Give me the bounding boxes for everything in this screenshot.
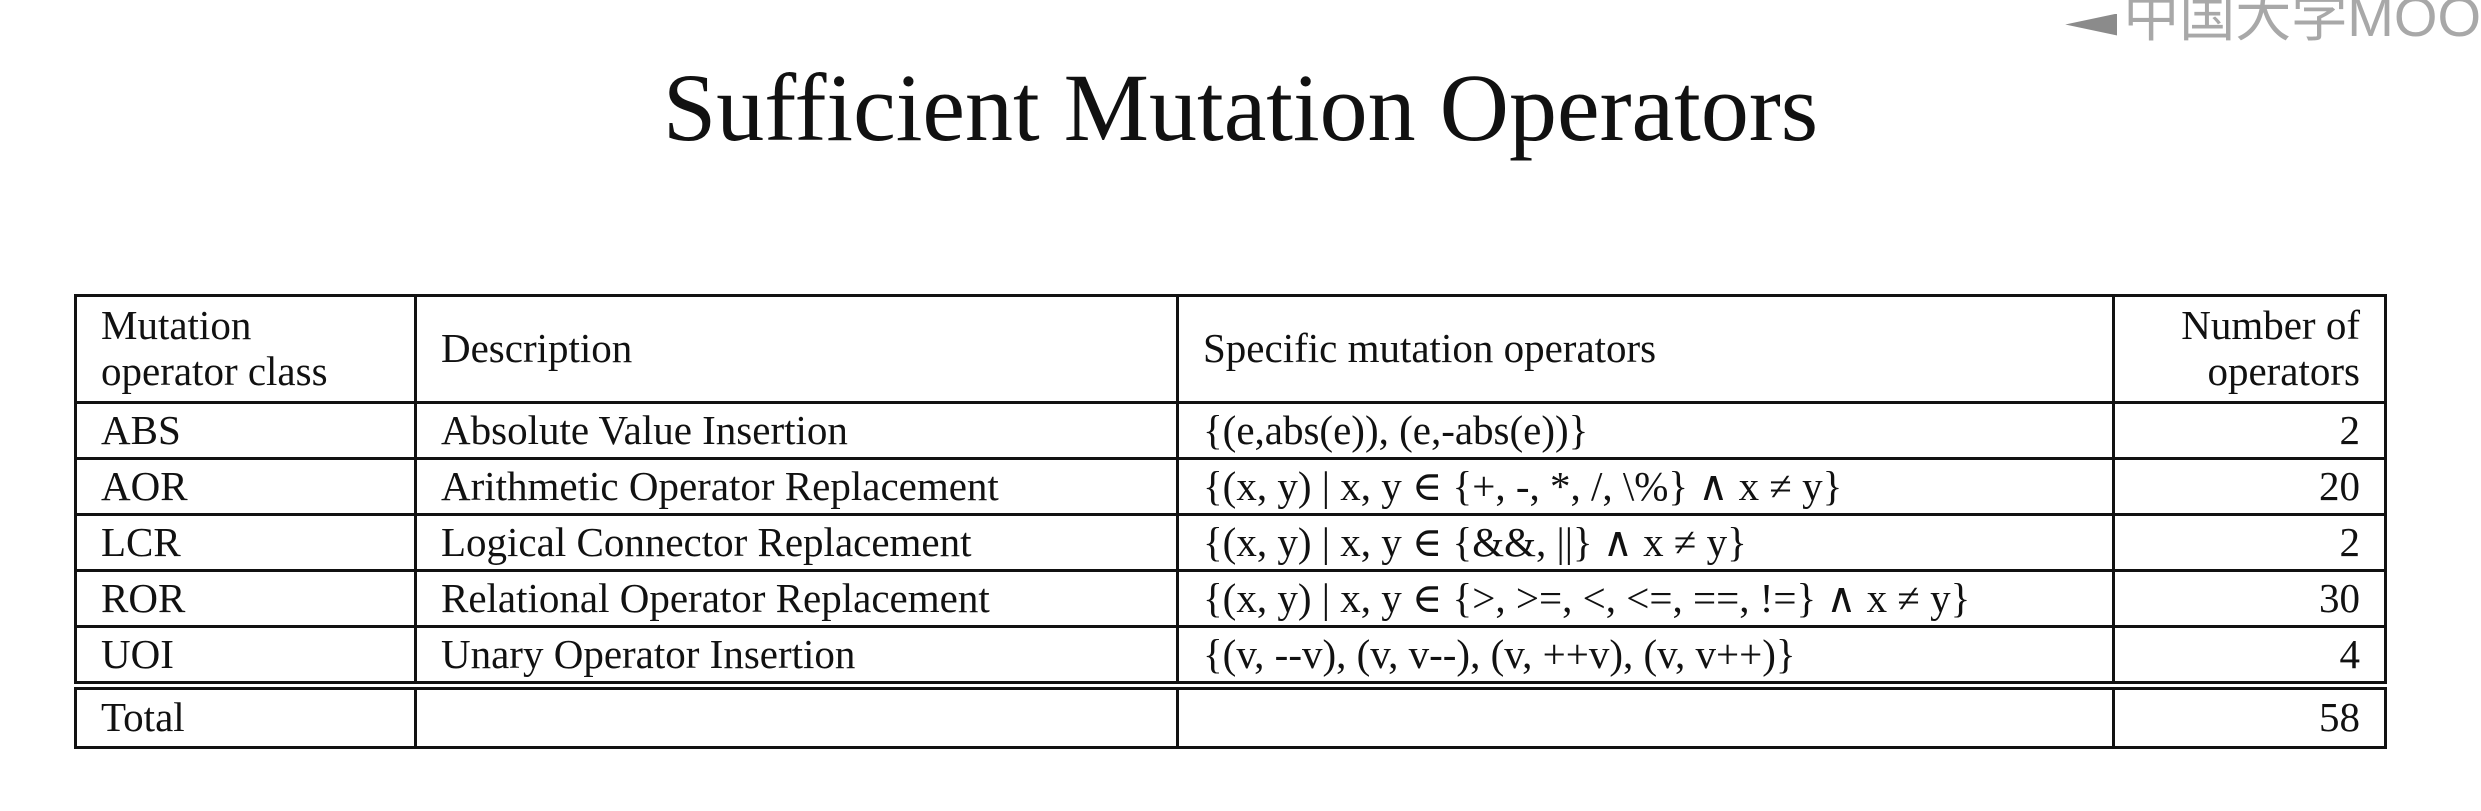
cell-count: 2 xyxy=(2112,401,2387,460)
cell-operators: {(x, y) | x, y ∈ {+, -, *, /, \%} ∧ x ≠ … xyxy=(1176,457,2115,516)
header-specific-operators: Specific mutation operators xyxy=(1176,294,2115,404)
header-operator-class-line1: Mutation xyxy=(101,302,252,349)
cell-class: UOI xyxy=(74,625,417,687)
total-description xyxy=(414,681,1179,749)
total-row: Total 58 xyxy=(74,681,2387,749)
cell-count: 20 xyxy=(2112,457,2387,516)
cell-class: LCR xyxy=(74,513,417,572)
cell-class: ROR xyxy=(74,569,417,628)
table-row: LCR Logical Connector Replacement {(x, y… xyxy=(74,513,2387,572)
cell-description: Arithmetic Operator Replacement xyxy=(414,457,1179,516)
table-header-row: Mutation operator class Description Spec… xyxy=(74,294,2387,404)
cell-count: 2 xyxy=(2112,513,2387,572)
table-row: AOR Arithmetic Operator Replacement {(x,… xyxy=(74,457,2387,516)
header-description: Description xyxy=(414,294,1179,404)
cell-description: Absolute Value Insertion xyxy=(414,401,1179,460)
total-label: Total xyxy=(74,681,417,749)
table-row: ROR Relational Operator Replacement {(x,… xyxy=(74,569,2387,628)
cell-count: 4 xyxy=(2112,625,2387,687)
cell-operators: {(x, y) | x, y ∈ {>, >=, <, <=, ==, !=} … xyxy=(1176,569,2115,628)
header-number-line1: Number of xyxy=(2181,302,2360,349)
table-row: UOI Unary Operator Insertion {(v, --v), … xyxy=(74,625,2387,687)
header-operator-class: Mutation operator class xyxy=(74,294,417,404)
logo-icon xyxy=(2065,13,2118,36)
cell-description: Relational Operator Replacement xyxy=(414,569,1179,628)
cell-operators: {(x, y) | x, y ∈ {&&, ||} ∧ x ≠ y} xyxy=(1176,513,2115,572)
total-count: 58 xyxy=(2112,681,2387,749)
cell-operators: {(e,abs(e)), (e,-abs(e))} xyxy=(1176,401,2115,460)
cell-operators: {(v, --v), (v, v--), (v, ++v), (v, v++)} xyxy=(1176,625,2115,687)
header-operator-class-line2: operator class xyxy=(101,348,328,394)
watermark-text: 中国大学MOO xyxy=(2123,0,2481,48)
cell-class: AOR xyxy=(74,457,417,516)
header-number-line2: operators xyxy=(2207,348,2360,394)
total-operators xyxy=(1176,681,2115,749)
watermark: 中国大学MOO xyxy=(2065,0,2481,53)
mutation-operators-table: Mutation operator class Description Spec… xyxy=(74,294,2387,749)
slide-title: Sufficient Mutation Operators xyxy=(662,54,1819,161)
cell-count: 30 xyxy=(2112,569,2387,628)
cell-class: ABS xyxy=(74,401,417,460)
table-row: ABS Absolute Value Insertion {(e,abs(e))… xyxy=(74,401,2387,460)
header-number-of-operators: Number of operators xyxy=(2112,294,2387,404)
cell-description: Logical Connector Replacement xyxy=(414,513,1179,572)
cell-description: Unary Operator Insertion xyxy=(414,625,1179,687)
